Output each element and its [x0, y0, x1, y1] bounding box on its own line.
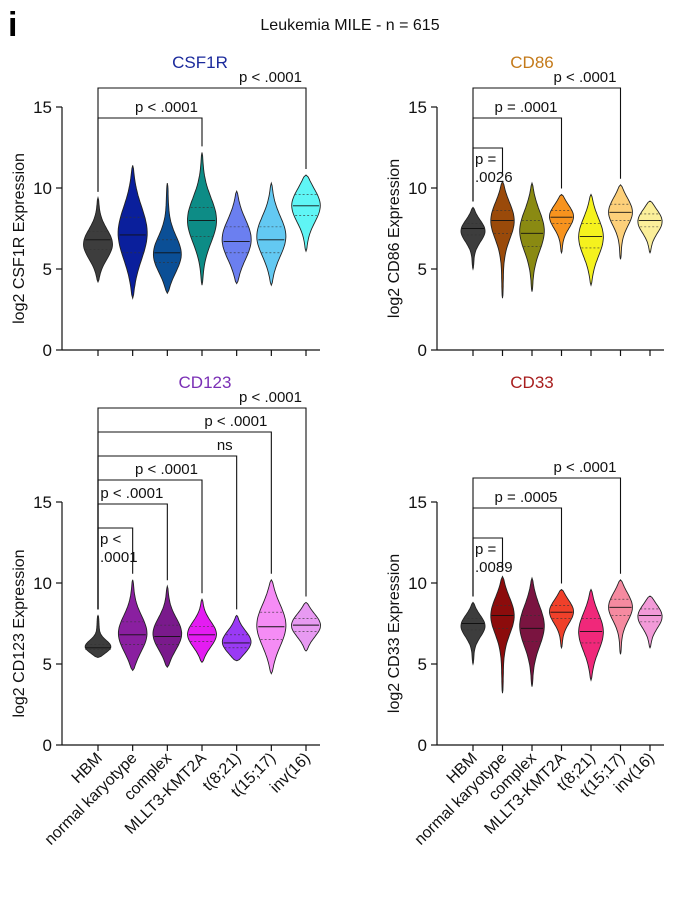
- y-tick-label: 10: [408, 574, 427, 593]
- violin-4: [221, 614, 252, 662]
- comparison-label: p < .0001: [239, 389, 302, 406]
- violin-5: [256, 181, 287, 287]
- comparison-label: p =: [475, 151, 497, 168]
- comparison-label: p < .0001: [204, 413, 267, 430]
- comparison-label: p = .0005: [495, 489, 558, 506]
- y-axis-label: log2 CD86 Expression: [386, 159, 403, 318]
- violin-4: [578, 193, 604, 287]
- panel-title: CD33: [510, 373, 553, 392]
- panel-title: CSF1R: [172, 53, 228, 72]
- y-tick-label: 5: [418, 655, 427, 674]
- figure-title: Leukemia MILE - n = 615: [260, 17, 439, 34]
- violin-0: [84, 614, 112, 658]
- violin-2: [519, 181, 545, 292]
- y-tick-label: 15: [33, 98, 52, 117]
- y-tick-label: 15: [408, 98, 427, 117]
- y-tick-label: 15: [33, 493, 52, 512]
- y-tick-label: 10: [33, 574, 52, 593]
- comparison-label: .0089: [475, 559, 513, 576]
- violin-3: [187, 598, 217, 664]
- comparison-label: p < .0001: [554, 69, 617, 86]
- comparison-label: p < .0001: [239, 69, 302, 86]
- y-tick-label: 5: [43, 655, 52, 674]
- violin-4: [221, 190, 252, 285]
- violin-6: [291, 601, 321, 652]
- y-tick-label: 10: [408, 179, 427, 198]
- comparison-bracket: [97, 407, 307, 610]
- comparison-label: p < .0001: [100, 485, 163, 502]
- comparison-label: .0001: [100, 549, 138, 566]
- y-tick-label: 5: [43, 260, 52, 279]
- comparison-label: p = .0001: [495, 99, 558, 116]
- y-tick-label: 10: [33, 179, 52, 198]
- y-tick-label: 15: [408, 493, 427, 512]
- comparison-label: .0026: [475, 169, 513, 186]
- comparison-bracket: [472, 87, 622, 202]
- comparison-label: p <: [100, 531, 122, 548]
- comparison-bracket: [97, 87, 307, 192]
- violin-0: [460, 601, 486, 666]
- panel-letter: i: [8, 6, 17, 44]
- violin-4: [578, 588, 604, 682]
- violin-1: [490, 180, 515, 299]
- comparison-label: p < .0001: [135, 99, 198, 116]
- comparison-label: p < .0001: [554, 459, 617, 476]
- comparison-label: ns: [217, 437, 233, 454]
- y-tick-label: 0: [418, 341, 427, 360]
- violin-2: [152, 584, 183, 668]
- comparison-bracket: [97, 117, 203, 192]
- y-axis-label: log2 CD123 Expression: [11, 549, 28, 717]
- violin-2: [152, 183, 182, 295]
- violin-1: [117, 165, 148, 300]
- y-tick-label: 0: [43, 736, 52, 755]
- violin-0: [460, 206, 486, 271]
- violin-1: [490, 575, 515, 694]
- y-tick-label: 0: [418, 736, 427, 755]
- y-tick-label: 5: [418, 260, 427, 279]
- panel-title: CD123: [179, 373, 232, 392]
- comparison-label: p =: [475, 541, 497, 558]
- comparison-bracket: [97, 431, 272, 610]
- violin-5: [608, 184, 633, 260]
- comparison-label: p < .0001: [135, 461, 198, 478]
- panel-title: CD86: [510, 53, 553, 72]
- y-axis-label: log2 CD33 Expression: [386, 554, 403, 713]
- violin-2: [519, 576, 545, 687]
- comparison-bracket: [472, 477, 622, 597]
- violin-6: [291, 174, 321, 253]
- violin-5: [608, 579, 633, 655]
- chart-panels: CSF1R 0 5 10 15 log2 CSF1R Expression p < .000…: [11, 53, 664, 849]
- violin-3: [187, 152, 217, 286]
- y-tick-label: 0: [43, 341, 52, 360]
- y-axis-label: log2 CSF1R Expression: [11, 153, 28, 324]
- chart-panel-cd86: CD86 0 5 10 15 log2 CD86 Expression p =.0026 p …: [386, 53, 664, 360]
- x-tick-label: inv(16): [267, 750, 314, 797]
- chart-panel-csf1r: CSF1R 0 5 10 15 log2 CSF1R Expression p < .000…: [11, 53, 321, 360]
- violin-1: [117, 579, 148, 672]
